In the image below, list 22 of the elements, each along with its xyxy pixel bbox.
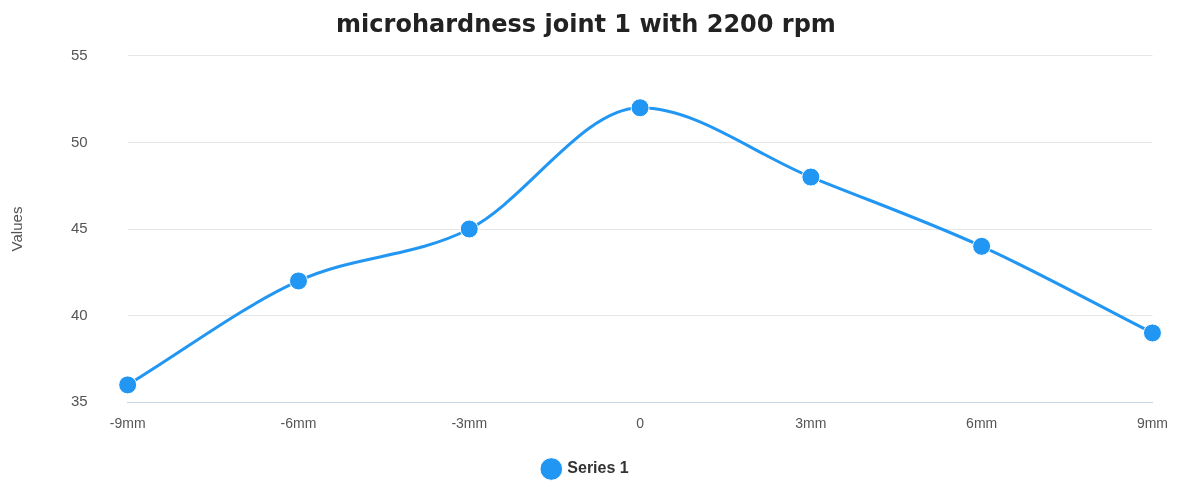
y-tick-label: 35 xyxy=(71,392,88,410)
point xyxy=(1142,323,1162,343)
x-tick-label: -9mm xyxy=(109,415,146,432)
x-tick-label: 9mm xyxy=(1136,415,1169,432)
y-tick-label: 55 xyxy=(71,45,88,63)
y-axis-title: Values xyxy=(8,206,26,252)
x-tick-label: 6mm xyxy=(966,415,998,432)
chart-title: microhardness joint 1 with 2200 rpm xyxy=(336,9,836,38)
y-tick-label: 50 xyxy=(71,132,88,150)
point xyxy=(459,219,479,239)
point xyxy=(801,167,821,187)
point xyxy=(288,271,308,291)
point xyxy=(630,98,650,118)
x-tick-label: 0 xyxy=(636,415,645,432)
x-tick-label: -3mm xyxy=(451,415,488,432)
x-tick-label: 3mm xyxy=(795,415,827,432)
x-tick-label: -6mm xyxy=(280,415,317,432)
point xyxy=(972,236,992,256)
legend-label: Series 1 xyxy=(567,459,629,477)
point xyxy=(118,375,138,395)
y-tick-label: 40 xyxy=(71,305,88,323)
y-tick-label: 45 xyxy=(71,219,88,237)
